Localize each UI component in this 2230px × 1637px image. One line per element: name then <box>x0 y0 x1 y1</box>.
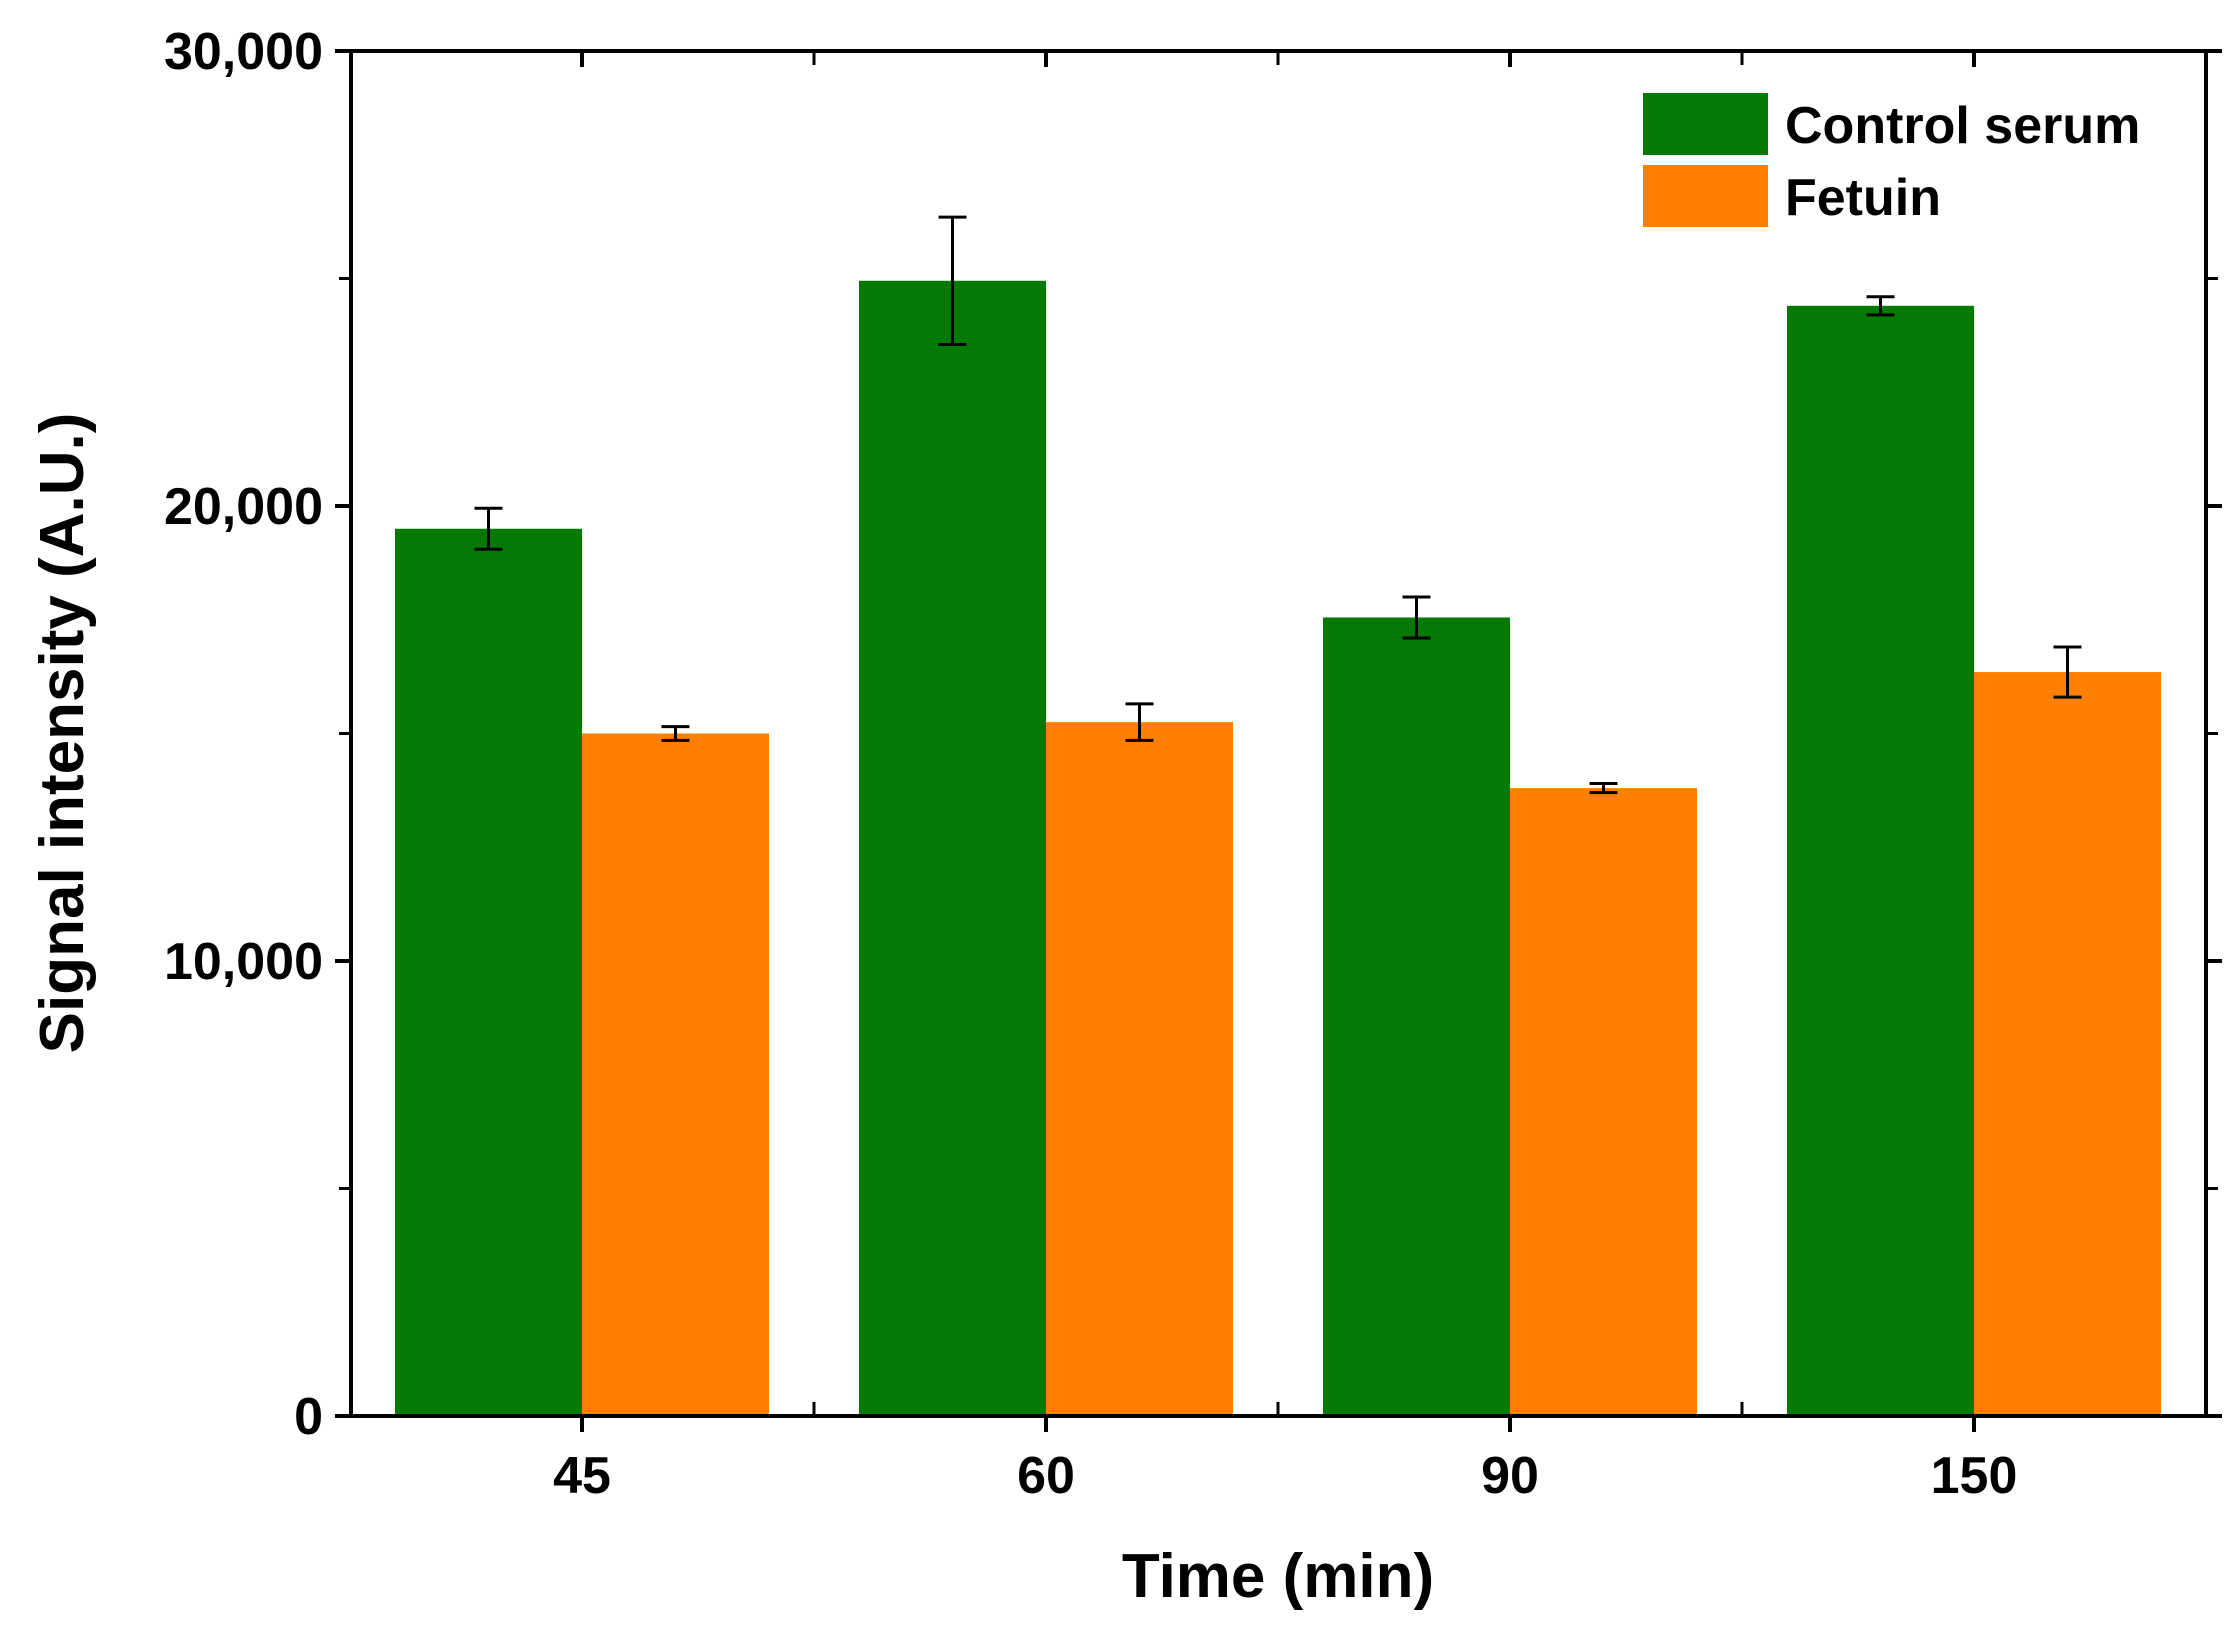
y-tick-label-20000: 20,000 <box>164 478 323 536</box>
x-tick-label-45: 45 <box>553 1447 611 1505</box>
bar-control-serum-150 <box>1787 305 1974 1416</box>
bar-control-serum-90 <box>1323 617 1510 1416</box>
y-tick-label-10000: 10,000 <box>164 933 323 991</box>
bar-control-serum-45 <box>395 528 582 1416</box>
error-bar-fetuin-45 <box>661 725 690 742</box>
x-tick-label-150: 150 <box>1931 1447 2018 1505</box>
x-axis-title: Time (min) <box>1122 1542 1434 1611</box>
error-bar-control-serum-45 <box>474 506 503 551</box>
bar-control-serum-60 <box>859 280 1046 1416</box>
error-bar-fetuin-150 <box>2053 645 2082 699</box>
error-bar-control-serum-90 <box>1402 595 1431 640</box>
error-bar-fetuin-60 <box>1125 702 1154 742</box>
error-bar-control-serum-60 <box>938 215 967 346</box>
legend: Control serum Fetuin <box>1643 93 2140 227</box>
bar-fetuin-90 <box>1510 788 1697 1416</box>
x-tick-label-90: 90 <box>1481 1447 1539 1505</box>
x-tick-label-60: 60 <box>1017 1447 1075 1505</box>
ticks-layer <box>335 49 2222 1432</box>
legend-label-fetuin: Fetuin <box>1785 169 1941 227</box>
y-axis-title: Signal intensity (A.U.) <box>28 413 97 1054</box>
error-bar-control-serum-150 <box>1866 295 1895 317</box>
bar-fetuin-150 <box>1974 672 2161 1416</box>
y-tick-label-0: 0 <box>294 1388 323 1446</box>
legend-swatch-fetuin <box>1643 165 1768 227</box>
legend-swatch-control-serum <box>1643 93 1768 155</box>
bar-fetuin-45 <box>582 733 769 1416</box>
y-tick-label-30000: 30,000 <box>164 23 323 81</box>
error-bars-layer <box>474 215 2082 795</box>
tick-labels-layer: 45 60 90 150 0 10,000 20,000 30,000 <box>164 23 2017 1505</box>
error-bar-fetuin-90 <box>1589 782 1618 795</box>
legend-label-control-serum: Control serum <box>1785 97 2140 155</box>
bars-layer <box>395 280 2161 1416</box>
bar-fetuin-60 <box>1046 722 1233 1416</box>
